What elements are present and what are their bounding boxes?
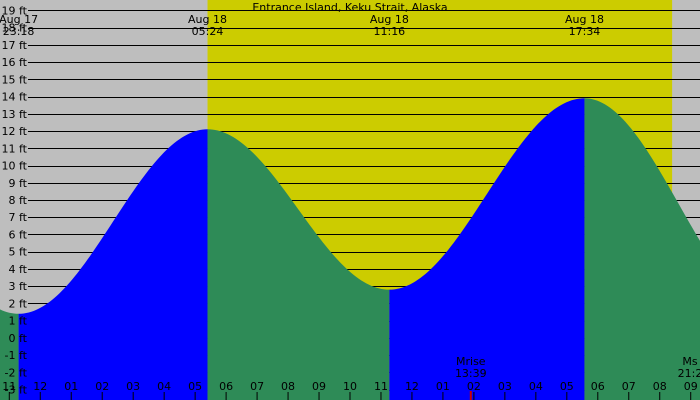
- y-tick-label: 17 ft: [2, 39, 28, 52]
- tide-areas: [0, 98, 700, 400]
- hour-tick-label: 08: [281, 380, 295, 393]
- hour-tick-label: 10: [343, 380, 357, 393]
- hour-tick-label: 01: [64, 380, 78, 393]
- falling-tide-area: [0, 309, 19, 400]
- hour-tick-label: 04: [157, 380, 171, 393]
- hour-tick-label: 11: [2, 380, 16, 393]
- hour-tick-label: 03: [498, 380, 512, 393]
- hour-tick-label: 07: [250, 380, 264, 393]
- y-tick-label: 11 ft: [2, 142, 28, 155]
- hour-tick-label: 12: [33, 380, 47, 393]
- y-tick-label: 16 ft: [2, 56, 28, 69]
- rising-tide-area: [389, 98, 585, 400]
- hour-tick-label: 12: [405, 380, 419, 393]
- extremum-time: 05:24: [192, 25, 224, 38]
- moonrise-label: Mrise: [456, 355, 486, 368]
- hour-tick-label: 09: [312, 380, 326, 393]
- y-tick-label: 18 ft: [2, 22, 28, 35]
- y-tick-label: 15 ft: [2, 73, 28, 86]
- extremum-date: Aug 18: [565, 13, 604, 26]
- extremum-date: Aug 18: [370, 13, 409, 26]
- y-tick-label: 8 ft: [9, 194, 28, 207]
- y-tick-label: 7 ft: [9, 211, 28, 224]
- hour-tick-label: 09: [684, 380, 698, 393]
- y-tick-label: 12 ft: [2, 125, 28, 138]
- extremum-date: Aug 18: [188, 13, 227, 26]
- y-tick-label: 5 ft: [9, 246, 28, 259]
- hour-tick-label: 02: [467, 380, 481, 393]
- y-tick-label: 9 ft: [9, 177, 28, 190]
- y-tick-label: 10 ft: [2, 160, 28, 173]
- moonset-label: Ms: [682, 355, 697, 368]
- y-tick-label: 4 ft: [9, 263, 28, 276]
- hour-tick-label: 02: [95, 380, 109, 393]
- extremum-time: 23:18: [3, 25, 35, 38]
- extremum-time: 11:16: [373, 25, 405, 38]
- rising-tide-area: [18, 129, 208, 400]
- hour-tick-label: 01: [436, 380, 450, 393]
- y-tick-label: 13 ft: [2, 108, 28, 121]
- hour-tick-label: 05: [188, 380, 202, 393]
- falling-tide-area: [207, 129, 390, 400]
- y-tick-label: 19 ft: [2, 4, 28, 17]
- hour-tick-label: 04: [529, 380, 543, 393]
- y-tick-label: 0 ft: [9, 332, 28, 345]
- y-tick-label: 6 ft: [9, 228, 28, 241]
- hour-tick-label: 06: [591, 380, 605, 393]
- y-axis-labels: 19 ft 18 ft 17 ft 16 ft 15 ft 14 ft 13 ft 12 ft…: [2, 4, 28, 396]
- moonset-time: 21:2: [678, 367, 700, 380]
- y-tick-label: -3 ft: [5, 384, 28, 397]
- hour-tick-label: 11: [374, 380, 388, 393]
- moonrise-time: 13:39: [455, 367, 487, 380]
- extremum-time: 17:34: [569, 25, 601, 38]
- y-tick-label: -1 ft: [5, 349, 28, 362]
- hour-tick-label: 03: [126, 380, 140, 393]
- hour-tick-label: 08: [653, 380, 667, 393]
- y-tick-label: 14 ft: [2, 91, 28, 104]
- y-tick-label: 3 ft: [9, 280, 28, 293]
- y-tick-label: -2 ft: [5, 366, 28, 379]
- y-tick-label: 1 ft: [9, 315, 28, 328]
- chart-title: Entrance Island, Keku Strait, Alaska: [252, 1, 447, 14]
- hour-tick-label: 07: [622, 380, 636, 393]
- hour-tick-labels: 11 12 01 02 03 04 05 06 07 08 09 10 11 12 01 02 03 04 05 06…: [2, 380, 698, 400]
- falling-tide-area: [584, 98, 700, 400]
- extremum-date: Aug 17: [0, 13, 38, 26]
- y-tick-label: 2 ft: [9, 297, 28, 310]
- hour-tick-label: 06: [219, 380, 233, 393]
- hour-tick-label: 05: [560, 380, 574, 393]
